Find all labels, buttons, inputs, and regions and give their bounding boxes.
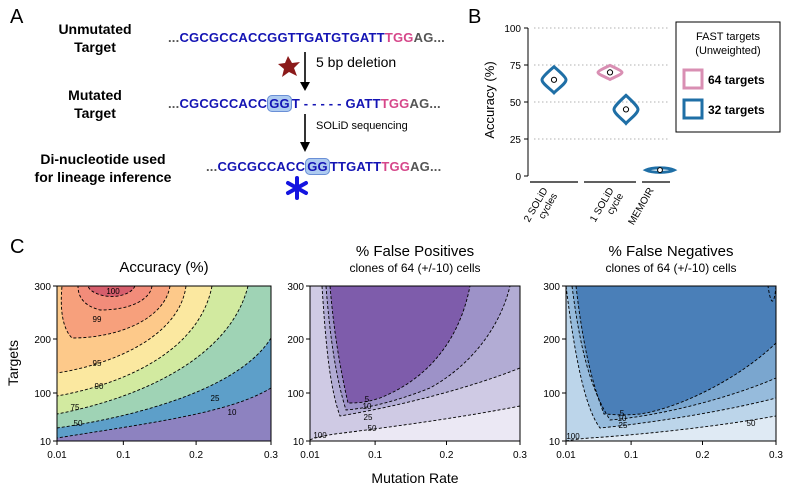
violin-shape — [540, 64, 568, 96]
contour-label: 100 — [566, 432, 580, 441]
y-tick-label: 10 — [549, 437, 561, 448]
x-tick-label: 0.01 — [556, 450, 576, 461]
x-tick-label: 0.3 — [264, 450, 278, 461]
y-tick-label: 100 — [504, 24, 521, 35]
contour-label: 99 — [93, 315, 102, 324]
contour-label: 25 — [364, 413, 373, 422]
legend-swatch-32 — [682, 98, 704, 120]
x-tick-label: 0.1 — [624, 450, 638, 461]
sequencing-text: SOLiD sequencing — [316, 120, 408, 132]
contour-label: 50 — [74, 419, 83, 428]
median-point — [657, 167, 663, 173]
y-tick-label: 100 — [543, 389, 560, 400]
dinucleotide-label: Di-nucleotide used for lineage inference — [34, 151, 172, 185]
y-tick-label: 75 — [510, 61, 522, 72]
fn-subtitle: clones of 64 (+/-10) cells — [605, 261, 736, 275]
y-tick-label: 300 — [287, 282, 304, 293]
panel-b-letter: B — [468, 6, 482, 28]
sequencing-arrow — [300, 114, 310, 152]
contour-label: 90 — [95, 382, 104, 391]
fn-contours: 5 10 25 50 100 — [566, 286, 776, 441]
legend-box — [675, 21, 781, 133]
y-tick-label: 200 — [34, 335, 51, 346]
contour-label: 100 — [106, 287, 120, 296]
contour-label: 50 — [747, 419, 756, 428]
violin-y-label: Accuracy (%) — [482, 61, 497, 138]
fp-subtitle: clones of 64 (+/-10) cells — [349, 261, 480, 275]
y-tick-label: 200 — [287, 335, 304, 346]
fn-title: % False Negatives — [608, 243, 733, 260]
violin-shape — [642, 166, 678, 174]
panel-a-letter: A — [10, 6, 24, 28]
contour-label: 75 — [71, 403, 80, 412]
contour-label: 25 — [619, 421, 628, 430]
y-tick-label: 300 — [543, 282, 560, 293]
accuracy-title: Accuracy (%) — [119, 259, 208, 276]
contour-label: 25 — [211, 394, 220, 403]
x-tick-label: 0.2 — [696, 450, 710, 461]
median-point — [550, 76, 558, 83]
svg-text:MEMOIR: MEMOIR — [627, 186, 657, 227]
violin-shape — [596, 63, 624, 82]
panel-c-letter: C — [10, 236, 25, 258]
contour-panels: Targets Mutation Rate Accuracy (%) 100 9… — [5, 243, 783, 486]
y-tick-label: 300 — [34, 282, 51, 293]
contour-label: 10 — [228, 408, 237, 417]
x-tick-label: 0.1 — [368, 450, 382, 461]
contour-label: 95 — [93, 359, 102, 368]
legend-label-32: 32 targets — [708, 103, 765, 117]
mutation-rate-axis-label: Mutation Rate — [371, 470, 458, 486]
unmutated-label: Unmutated Target — [58, 21, 132, 55]
x-tick-label: 0.2 — [440, 450, 454, 461]
x-tick-label: 0.2 — [189, 450, 203, 461]
legend-title-2: (Unweighted) — [695, 45, 760, 57]
contour-label: 10 — [363, 402, 372, 411]
contour-label: 100 — [313, 431, 327, 440]
median-point — [606, 69, 614, 76]
x-tick-label: 0.3 — [513, 450, 527, 461]
accuracy-contours: 100 99 95 90 75 50 25 10 — [57, 286, 271, 441]
x-tick-label: 0.01 — [47, 450, 67, 461]
median-point — [622, 106, 630, 113]
group-label: MEMOIR — [627, 186, 657, 227]
y-tick-label: 0 — [515, 172, 521, 183]
asterisk-icon — [286, 176, 308, 200]
deletion-text: 5 bp deletion — [316, 54, 397, 70]
y-tick-label: 10 — [293, 437, 305, 448]
mutated-label: Mutated Target — [68, 87, 122, 121]
contour-label: 5 — [365, 395, 370, 404]
mutated-sequence: ...CGCGCCACC GG T - - - - - GATTTGGAG... — [168, 95, 441, 112]
y-tick-label: 10 — [40, 437, 52, 448]
contour-label: 10 — [618, 414, 627, 423]
y-tick-label: 50 — [510, 98, 522, 109]
y-tick-label: 100 — [287, 389, 304, 400]
legend-label-64: 64 targets — [708, 73, 765, 87]
violin-shape — [612, 93, 640, 126]
y-tick-label: 100 — [34, 389, 51, 400]
mutation-star-icon — [278, 56, 300, 77]
inference-dinucleotide: GG — [305, 158, 330, 175]
fp-title: % False Positives — [356, 243, 474, 260]
legend-title-1: FAST targets — [696, 31, 760, 43]
targets-axis-label: Targets — [5, 340, 21, 386]
deletion-arrow — [278, 52, 310, 91]
dinucleotide-sequence: ...CGCGCCACC GG TTGATTTGGAG... — [206, 158, 442, 175]
y-tick-label: 25 — [510, 135, 522, 146]
y-tick-label: 200 — [543, 335, 560, 346]
highlighted-dinucleotide: GG — [267, 95, 292, 112]
x-tick-label: 0.01 — [300, 450, 320, 461]
contour-label: 5 — [620, 409, 625, 418]
unmutated-sequence: ...CGCGCCACCGGTTGATGTGATTTGGAG... — [168, 30, 445, 45]
contour-label: 50 — [368, 424, 377, 433]
x-tick-label: 0.3 — [769, 450, 783, 461]
x-tick-label: 0.1 — [116, 450, 130, 461]
fp-contours: 5 10 25 50 100 — [310, 286, 520, 441]
legend-swatch-64 — [682, 68, 704, 90]
